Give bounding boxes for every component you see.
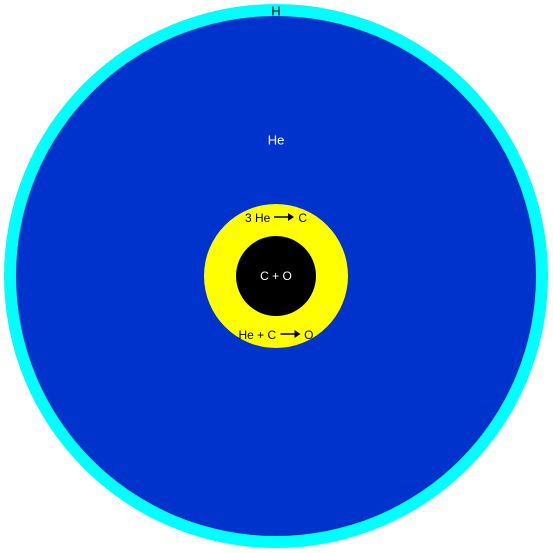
core-label-text: C + O: [260, 269, 292, 283]
fusion-top-label: 3 He C: [245, 211, 307, 225]
fusion-top-right: C: [298, 211, 307, 225]
fusion-top-left: 3 He: [245, 211, 270, 225]
fusion-bottom-label: He + C O: [238, 328, 313, 342]
fusion-bottom-left: He + C: [238, 328, 276, 342]
arrow-icon: [274, 211, 294, 225]
fusion-bottom-right: O: [304, 328, 313, 342]
hydrogen-label: H: [271, 4, 280, 19]
arrow-icon: [280, 328, 300, 342]
helium-label: He: [268, 133, 285, 148]
hydrogen-label-text: H: [271, 4, 280, 19]
core-label: C + O: [260, 269, 292, 283]
helium-label-text: He: [268, 133, 285, 148]
